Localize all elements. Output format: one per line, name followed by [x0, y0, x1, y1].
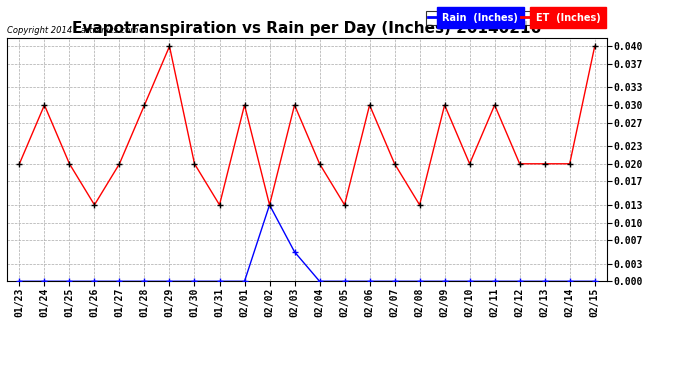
- Title: Evapotranspiration vs Rain per Day (Inches) 20140216: Evapotranspiration vs Rain per Day (Inch…: [72, 21, 542, 36]
- Legend: Rain  (Inches), ET  (Inches): Rain (Inches), ET (Inches): [426, 10, 602, 25]
- Text: Copyright 2014 Cartronics.com: Copyright 2014 Cartronics.com: [7, 26, 138, 35]
